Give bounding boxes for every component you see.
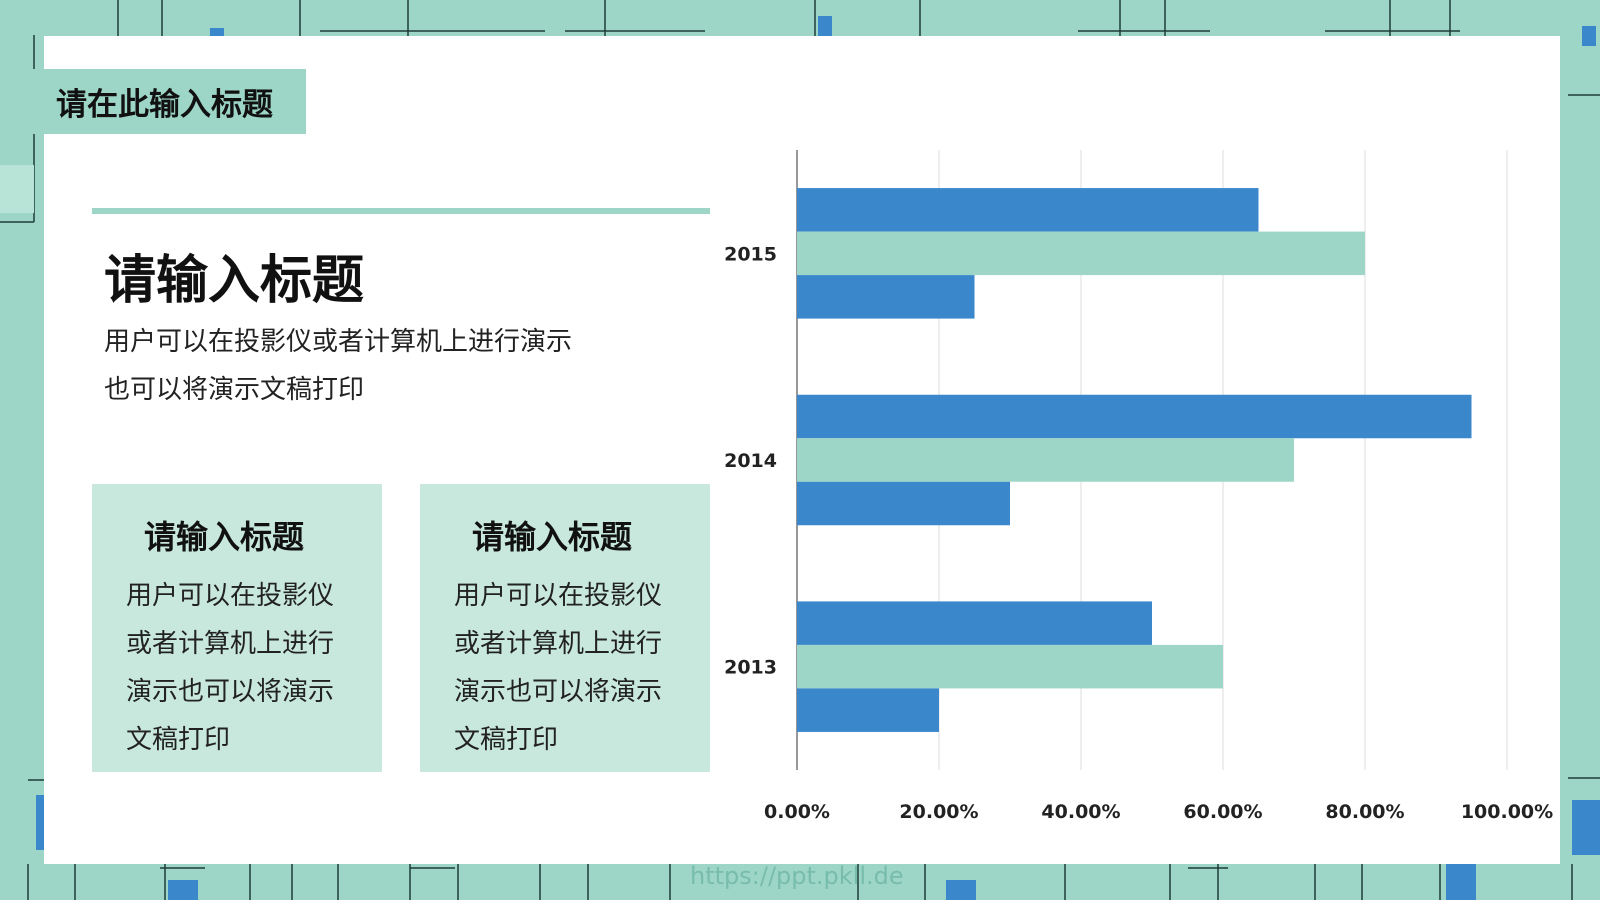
chart-bar [797,231,1365,276]
bg-accent-square [1572,800,1600,855]
bg-accent-square [1582,26,1596,46]
bg-square [0,165,34,213]
chart-x-tick-label: 60.00% [1183,801,1262,823]
chart-x-tick-label: 20.00% [899,801,978,823]
chart-y-tick-label: 2014 [724,450,777,472]
info-box-1[interactable]: 请输入标题 用户可以在投影仪或者计算机上进行演示也可以将演示文稿打印 [92,484,382,772]
watermark-text: https://ppt.pkll.de [690,862,904,890]
chart-y-tick-label: 2013 [724,657,777,679]
info-box-2-title: 请输入标题 [472,518,633,556]
bg-accent-square [210,28,224,36]
slide-title-tab[interactable]: 请在此输入标题 [22,69,306,134]
chart-x-tick-label: 100.00% [1461,801,1553,823]
bg-accent-square [1446,864,1476,900]
chart-bar [797,481,1010,526]
chart-bar [797,275,975,319]
chart-x-tick-label: 40.00% [1041,801,1120,823]
slide-title-text: 请在此输入标题 [56,87,273,123]
bg-accent-square [946,880,976,900]
info-box-1-title: 请输入标题 [144,518,305,556]
chart-bar [797,438,1294,482]
chart-bar [797,394,1472,439]
chart-bar [797,188,1259,232]
bg-accent-square [818,16,832,36]
main-description-line-2: 也可以将演示文稿打印 [104,375,365,405]
chart-bar [797,644,1223,689]
main-description[interactable]: 用户可以在投影仪或者计算机上进行演示 也可以将演示文稿打印 [104,318,664,414]
chart-bar [797,688,939,732]
bar-chart: 0.00% 20.00% 40.00% 60.00% 80.00% 100.00% 2013… [724,150,1553,823]
info-box-2-text: 用户可以在投影仪或者计算机上进行演示也可以将演示文稿打印 [454,581,663,755]
chart-x-tick-label: 0.00% [764,801,830,823]
bg-accent-square [36,795,44,850]
chart-x-tick-label: 80.00% [1325,801,1404,823]
chart-y-tick-label: 2015 [724,243,777,265]
info-box-2[interactable]: 请输入标题 用户可以在投影仪或者计算机上进行演示也可以将演示文稿打印 [420,484,710,772]
main-heading[interactable]: 请输入标题 [104,251,365,311]
chart-bar [797,601,1152,645]
info-box-1-text: 用户可以在投影仪或者计算机上进行演示也可以将演示文稿打印 [126,581,335,755]
main-description-line-1: 用户可以在投影仪或者计算机上进行演示 [104,327,573,357]
bg-accent-square [168,880,198,900]
section-divider [92,208,710,214]
